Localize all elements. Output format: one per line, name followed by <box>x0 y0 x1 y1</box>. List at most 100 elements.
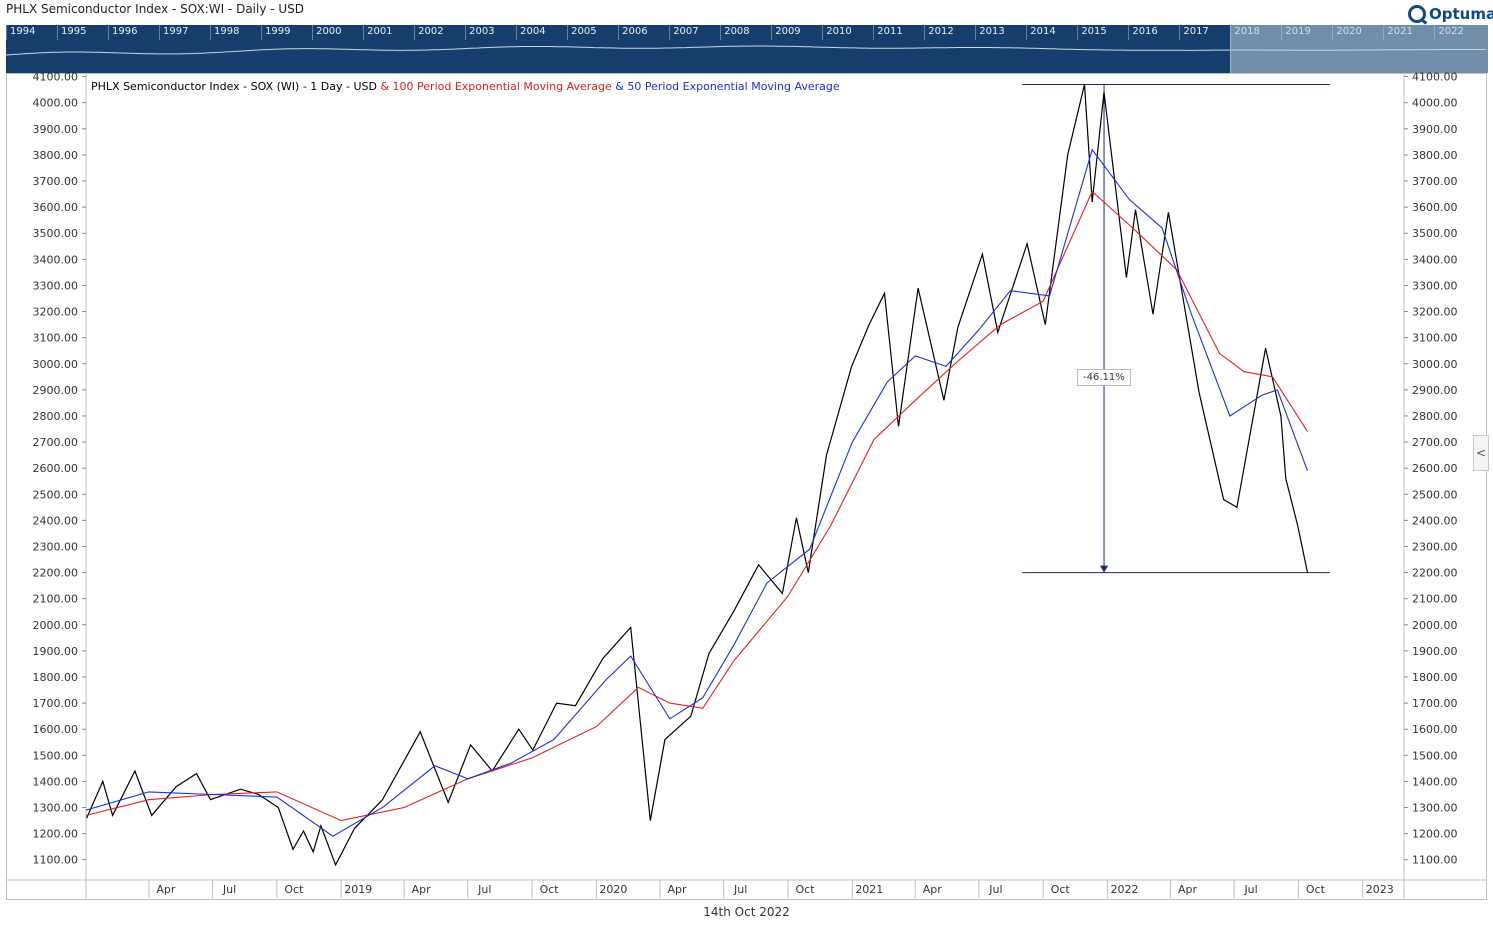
x-tick-label: Apr <box>412 883 432 896</box>
y-tick-label-right: 2400.00 <box>1412 514 1458 527</box>
x-tick-label: Jul <box>477 883 491 896</box>
y-tick-label-right: 3200.00 <box>1412 306 1458 319</box>
overview-year-label: 1997 <box>159 25 210 40</box>
y-tick-label-left: 2000.00 <box>33 619 79 632</box>
x-tick-label: Oct <box>1051 883 1071 896</box>
y-tick-label-left: 2900.00 <box>33 384 79 397</box>
x-tick-label: 2021 <box>855 883 883 896</box>
series-line-2 <box>85 148 1309 837</box>
logo-icon <box>1408 5 1426 23</box>
legend-base: PHLX Semiconductor Index - SOX (WI) - 1 … <box>91 80 377 93</box>
overview-year-label: 2006 <box>618 25 669 40</box>
chart-title: PHLX Semiconductor Index - SOX:WI - Dail… <box>6 2 305 16</box>
y-tick-label-left: 3400.00 <box>33 253 79 266</box>
legend-ema50: & 50 Period Exponential Moving Average <box>611 80 840 93</box>
overview-selection[interactable] <box>1230 25 1488 73</box>
overview-year-label: 2012 <box>924 25 975 40</box>
overview-year-label: 2015 <box>1077 25 1128 40</box>
overview-year-label: 2004 <box>516 25 567 40</box>
y-tick-label-right: 2800.00 <box>1412 410 1458 423</box>
y-tick-label-left: 3800.00 <box>33 149 79 162</box>
y-tick-label-left: 4000.00 <box>33 97 79 110</box>
overview-year-label: 2001 <box>363 25 414 40</box>
y-tick-label-left: 1200.00 <box>33 828 79 841</box>
overview-year-label: 2000 <box>312 25 363 40</box>
overview-year-label: 1999 <box>261 25 312 40</box>
y-tick-label-left: 1100.00 <box>33 854 79 867</box>
y-tick-label-left: 3600.00 <box>33 201 79 214</box>
y-tick-label-right: 1400.00 <box>1412 775 1458 788</box>
y-tick-label-right: 1700.00 <box>1412 697 1458 710</box>
y-tick-label-right: 3900.00 <box>1412 123 1458 136</box>
x-tick-label: Apr <box>1178 883 1198 896</box>
overview-year-label: 2016 <box>1128 25 1179 40</box>
x-tick-label: 2022 <box>1111 883 1139 896</box>
y-tick-label-left: 3900.00 <box>33 123 79 136</box>
logo-text: Optuma <box>1429 5 1493 23</box>
collapse-panel-button[interactable]: < <box>1473 435 1489 471</box>
x-tick-label: Oct <box>1306 883 1326 896</box>
x-tick-label: Jul <box>733 883 747 896</box>
y-tick-label-right: 4000.00 <box>1412 97 1458 110</box>
y-tick-label-left: 3100.00 <box>33 332 79 345</box>
y-tick-label-right: 1900.00 <box>1412 645 1458 658</box>
date-label: 14th Oct 2022 <box>703 905 790 919</box>
x-tick-label: Jul <box>988 883 1002 896</box>
y-tick-label-left: 1700.00 <box>33 697 79 710</box>
y-tick-label-left: 1800.00 <box>33 671 79 684</box>
y-tick-label-right: 2200.00 <box>1412 567 1458 580</box>
x-tick-label: Apr <box>923 883 943 896</box>
y-tick-label-left: 2300.00 <box>33 540 79 553</box>
x-tick-label: 2023 <box>1366 883 1394 896</box>
overview-year-label: 2005 <box>567 25 618 40</box>
y-tick-label-right: 3800.00 <box>1412 149 1458 162</box>
drawdown-label: -46.11% <box>1077 368 1131 386</box>
overview-year-label: 2009 <box>771 25 822 40</box>
y-tick-label-right: 3500.00 <box>1412 227 1458 240</box>
y-tick-label-left: 1400.00 <box>33 775 79 788</box>
y-tick-label-right: 1800.00 <box>1412 671 1458 684</box>
x-tick-label: Oct <box>284 883 304 896</box>
legend: PHLX Semiconductor Index - SOX (WI) - 1 … <box>91 80 840 93</box>
overview-navigator[interactable]: 1994 1995 1996 1997 1998 1999 2000 2001 2002 2003… <box>6 25 1488 73</box>
y-tick-label-right: 2600.00 <box>1412 462 1458 475</box>
overview-year-label: 2013 <box>975 25 1026 40</box>
y-tick-label-left: 1600.00 <box>33 723 79 736</box>
overview-year-label: 2003 <box>465 25 516 40</box>
y-tick-label-left: 3200.00 <box>33 306 79 319</box>
x-tick-label: Jul <box>1243 883 1257 896</box>
y-tick-label-right: 1300.00 <box>1412 802 1458 815</box>
y-tick-label-left: 1300.00 <box>33 802 79 815</box>
y-tick-label-right: 2500.00 <box>1412 488 1458 501</box>
drawdown-arrowhead <box>1100 565 1109 573</box>
x-tick-label: 2019 <box>344 883 372 896</box>
overview-year-label: 1994 <box>6 25 57 40</box>
y-tick-label-right: 2700.00 <box>1412 436 1458 449</box>
overview-year-label: 2002 <box>414 25 465 40</box>
y-tick-label-left: 1500.00 <box>33 749 79 762</box>
y-tick-label-left: 3700.00 <box>33 175 79 188</box>
overview-year-label: 2017 <box>1179 25 1230 40</box>
y-tick-label-left: 2500.00 <box>33 488 79 501</box>
y-tick-label-left: 3000.00 <box>33 358 79 371</box>
y-tick-label-right: 4100.00 <box>1412 71 1458 84</box>
x-tick-label: Jul <box>222 883 236 896</box>
y-tick-label-right: 3400.00 <box>1412 253 1458 266</box>
y-tick-label-right: 3300.00 <box>1412 279 1458 292</box>
legend-ema100: & 100 Period Exponential Moving Average <box>376 80 612 93</box>
y-tick-label-left: 4100.00 <box>33 71 79 84</box>
overview-year-label: 1995 <box>57 25 108 40</box>
plot-frame <box>6 73 1487 900</box>
y-tick-label-right: 2300.00 <box>1412 540 1458 553</box>
overview-year-label: 1996 <box>108 25 159 40</box>
y-tick-label-left: 2100.00 <box>33 593 79 606</box>
x-tick-label: Apr <box>156 883 176 896</box>
overview-year-label: 1998 <box>210 25 261 40</box>
y-tick-label-left: 3500.00 <box>33 227 79 240</box>
y-tick-label-right: 2100.00 <box>1412 593 1458 606</box>
y-tick-label-left: 2600.00 <box>33 462 79 475</box>
y-tick-label-right: 3000.00 <box>1412 358 1458 371</box>
x-tick-label: 2020 <box>599 883 627 896</box>
y-tick-label-right: 2900.00 <box>1412 384 1458 397</box>
